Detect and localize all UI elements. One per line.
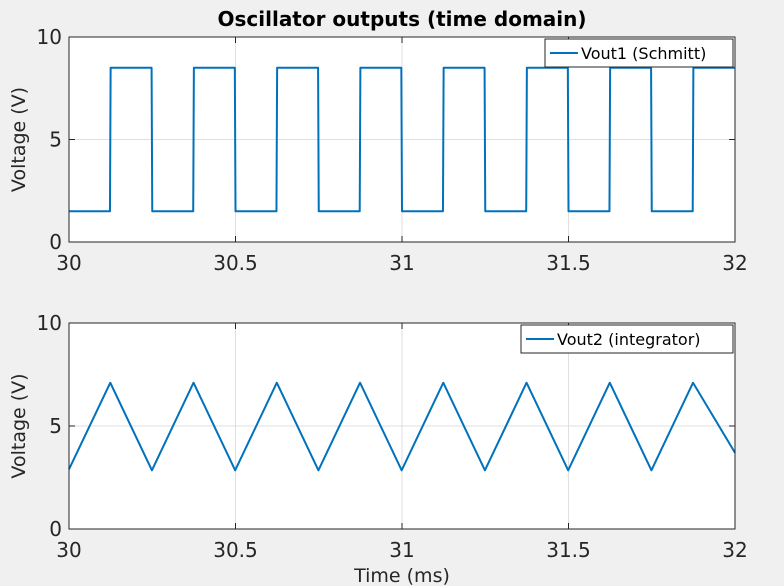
x-axis-label: Time (ms) [353,565,450,586]
y-tick-label: 0 [49,230,62,254]
x-tick-label: 32 [722,251,747,275]
top-axes: 30 30.5 31 31.5 32 0 5 10 Voltage (V) Vout1 (Schm… [8,25,748,275]
y-tick-label: 10 [37,25,62,49]
legend-label: Vout2 (integrator) [557,330,701,349]
x-tick-label: 30.5 [213,251,258,275]
legend-label: Vout1 (Schmitt) [581,44,706,63]
x-tick-label: 31 [389,538,414,562]
y-tick-label: 5 [49,128,62,152]
x-tick-label: 31.5 [546,538,591,562]
x-tick-label: 31 [389,251,414,275]
bottom-axes: 30 30.5 31 31.5 32 0 5 10 Voltage (V) Time (ms) Vo… [8,311,748,586]
y-axis-label: Voltage (V) [8,373,30,478]
legend: Vout2 (integrator) [520,324,734,354]
y-tick-label: 10 [37,311,62,335]
x-tick-label: 31.5 [546,251,591,275]
x-tick-label: 30 [56,251,81,275]
y-tick-label: 5 [49,414,62,438]
series-line-vout2 [68,381,736,472]
x-tick-label: 32 [722,538,747,562]
y-tick-label: 0 [49,517,62,541]
x-tick-label: 30 [56,538,81,562]
chart-title: Oscillator outputs (time domain) [217,7,586,31]
series-line-vout1 [69,66,735,213]
legend-box [520,324,734,354]
x-tick-label: 30.5 [213,538,258,562]
y-axis-label: Voltage (V) [8,87,30,192]
legend: Vout1 (Schmitt) [544,38,734,68]
